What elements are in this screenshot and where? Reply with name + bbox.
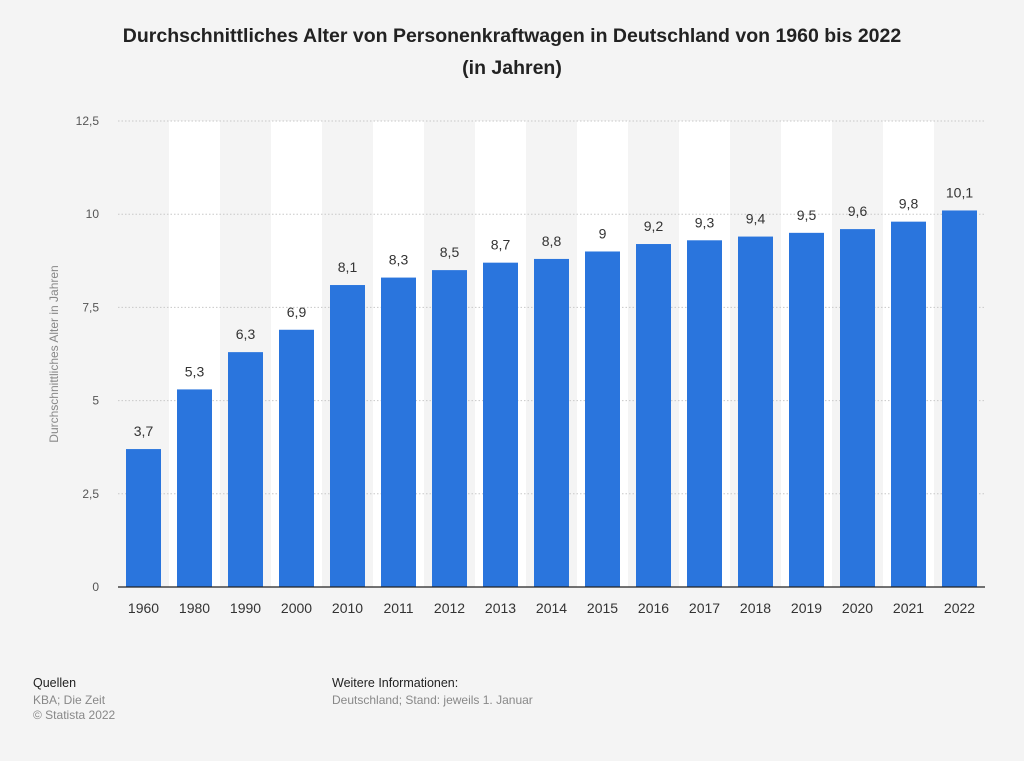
bar [483,262,518,587]
x-tick-label: 2022 [944,600,975,616]
x-tick-label: 2012 [434,600,465,616]
bar [687,240,722,587]
x-tick-label: 2011 [383,600,413,616]
x-tick-label: 2020 [842,600,873,616]
value-label: 9,6 [848,203,868,219]
sources-heading: Quellen [33,676,77,690]
value-label: 10,1 [946,184,973,200]
y-axis-ticks: 0 2,5 5 7,5 10 12,5 [76,114,100,594]
bar [891,221,926,587]
value-label: 8,3 [389,252,409,268]
value-label: 6,3 [236,326,256,342]
sources-text: KBA; Die Zeit [33,693,106,707]
value-label: 9,2 [644,218,664,234]
value-label: 9,8 [899,196,919,212]
y-tick-label: 10 [86,207,100,221]
x-tick-label: 2014 [536,600,567,616]
bar [534,258,569,587]
value-label: 6,9 [287,304,307,320]
value-label: 3,7 [134,423,154,439]
y-tick-label: 7,5 [82,300,99,314]
x-tick-label: 2015 [587,600,618,616]
value-label: 5,3 [185,363,205,379]
copyright-text: © Statista 2022 [33,708,116,722]
bar [177,389,212,587]
x-tick-label: 2016 [638,600,669,616]
x-tick-label: 2013 [485,600,516,616]
value-label: 9 [599,225,607,241]
bar [381,277,416,587]
bar [738,236,773,587]
y-tick-label: 5 [92,394,99,408]
bar [279,329,314,587]
bar [789,232,824,587]
chart-title: Durchschnittliches Alter von Personenkra… [0,20,1024,84]
bar [840,229,875,587]
value-label: 8,1 [338,259,358,275]
value-label: 8,8 [542,233,562,249]
value-label: 8,7 [491,237,511,253]
value-label: 8,5 [440,244,460,260]
x-tick-label: 1990 [230,600,261,616]
sources-block: Quellen KBA; Die Zeit © Statista 2022 [33,676,115,723]
chart-title-line2: (in Jahren) [462,57,562,79]
x-tick-label: 1960 [128,600,159,616]
x-tick-label: 2021 [893,600,924,616]
info-heading: Weitere Informationen: [332,676,459,690]
bar [585,251,620,588]
y-tick-label: 12,5 [76,114,100,128]
y-axis-label: Durchschnittliches Alter in Jahren [47,265,61,442]
y-tick-label: 0 [92,580,99,594]
x-tick-label: 2000 [281,600,312,616]
chart-title-line1: Durchschnittliches Alter von Personenkra… [122,25,902,47]
value-labels: 3,7 5,3 6,3 6,9 8,1 8,3 8,5 8,7 8,8 9 9,2 9,3 9,4 9,5… [134,184,974,439]
bar [126,449,161,587]
bar-chart: 0 2,5 5 7,5 10 12,5 Durchschnittliches Alter … [47,114,985,616]
info-block: Weitere Informationen: Deutschland; Stan… [332,676,533,708]
bar [432,270,467,587]
info-text: Deutschland; Stand: jeweils 1. Januar [332,693,533,707]
bars [126,210,977,588]
bar [942,210,977,588]
x-tick-label: 2010 [332,600,363,616]
x-axis-ticks: 1960 1980 1990 2000 2010 2011 2012 2013 2014 2015… [128,600,975,616]
bar [228,352,263,587]
value-label: 9,5 [797,207,817,223]
x-tick-label: 2018 [740,600,771,616]
x-tick-label: 2019 [791,600,822,616]
x-tick-label: 1980 [179,600,210,616]
bar [330,285,365,587]
x-tick-label: 2017 [689,600,720,616]
bar [636,244,671,588]
y-tick-label: 2,5 [82,487,99,501]
value-label: 9,4 [746,211,766,227]
value-label: 9,3 [695,214,715,230]
